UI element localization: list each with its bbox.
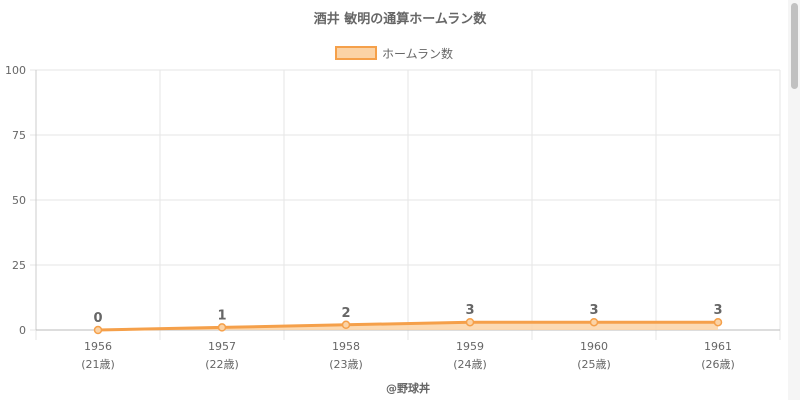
- scrollbar[interactable]: [788, 0, 800, 400]
- x-tick-label: 1956: [84, 340, 112, 353]
- x-tick-sublabel: (21歳): [81, 358, 115, 371]
- data-label: 1: [217, 308, 226, 323]
- data-point: [217, 323, 227, 332]
- series-line: [97, 320, 718, 332]
- scrollbar-thumb[interactable]: [791, 3, 798, 89]
- chart-title: 酒井 敏明の通算ホームラン数: [314, 11, 487, 27]
- data-label: 3: [589, 303, 598, 318]
- data-label: 2: [341, 306, 350, 321]
- y-tick-label: 100: [5, 64, 26, 77]
- data-point: [93, 325, 103, 335]
- data-point: [465, 317, 475, 327]
- x-tick-sublabel: (25歳): [577, 358, 611, 371]
- y-tick-label: 0: [19, 324, 26, 337]
- x-tick-sublabel: (23歳): [329, 358, 363, 371]
- x-tick-label: 1960: [580, 340, 608, 353]
- x-tick-sublabel: (24歳): [453, 358, 487, 371]
- y-tick-label: 50: [12, 194, 26, 207]
- y-tick-label: 25: [12, 259, 26, 272]
- credit: @野球丼: [386, 381, 430, 395]
- legend-swatch: [335, 46, 377, 60]
- data-point: [713, 317, 723, 327]
- series: [93, 317, 723, 335]
- data-label: 0: [93, 311, 102, 326]
- data-labels: 0 1 2 3 3 3: [93, 303, 722, 326]
- data-label: 3: [465, 303, 474, 318]
- grid: [35, 69, 781, 340]
- data-point: [341, 320, 351, 330]
- x-tick-sublabel: (22歳): [205, 358, 239, 371]
- x-tick-sublabel: (26歳): [701, 358, 735, 371]
- x-tick-label: 1958: [332, 340, 360, 353]
- legend: ホームラン数: [335, 46, 453, 61]
- x-tick-label: 1961: [704, 340, 732, 353]
- y-tick-label: 75: [12, 129, 26, 142]
- data-point: [589, 317, 599, 327]
- x-tick-label: 1959: [456, 340, 484, 353]
- x-tick-label: 1957: [208, 340, 236, 353]
- data-label: 3: [713, 303, 722, 318]
- legend-label: ホームラン数: [382, 46, 453, 61]
